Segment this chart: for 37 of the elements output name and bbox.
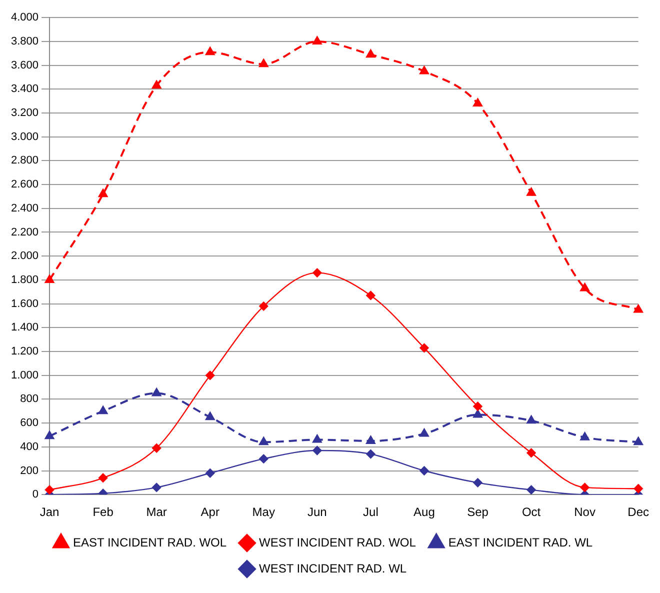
legend-label: WEST INCIDENT RAD. WL	[259, 561, 407, 576]
x-tick-label: Aug	[414, 505, 435, 520]
y-tick-label: 3.600	[10, 59, 39, 72]
legend-label: EAST INCIDENT RAD. WL	[448, 535, 593, 550]
x-tick-label: Jul	[363, 505, 378, 520]
y-tick-label: 400	[20, 440, 39, 453]
y-tick-label: 2.200	[10, 226, 39, 238]
y-tick-label: 3.400	[10, 83, 39, 96]
x-tick-label: Feb	[92, 505, 114, 520]
x-tick-label: Apr	[200, 505, 220, 520]
y-tick-label: 600	[20, 417, 39, 430]
y-tick-label: 3.000	[10, 130, 39, 143]
y-tick-label: 2.000	[10, 250, 39, 262]
legend-label: EAST INCIDENT RAD. WOL	[72, 535, 227, 550]
x-tick-label: Mar	[146, 505, 167, 520]
y-tick-label: 4.000	[10, 12, 39, 24]
y-tick-label: 1.000	[10, 369, 39, 382]
x-tick-label: Jun	[307, 505, 327, 520]
y-tick-label: 800	[20, 393, 39, 406]
x-tick-label: Nov	[574, 505, 596, 520]
x-tick-label: May	[252, 505, 275, 520]
y-tick-label: 200	[20, 464, 39, 477]
legend-label: WEST INCIDENT RAD. WOL	[259, 535, 416, 550]
y-tick-label: 2.800	[10, 154, 39, 167]
y-tick-label: 1.800	[10, 274, 39, 286]
y-tick-label: 0	[32, 488, 39, 501]
y-tick-label: 2.400	[10, 202, 39, 214]
y-tick-label: 2.600	[10, 178, 39, 191]
y-tick-label: 1.400	[10, 322, 39, 334]
x-tick-label: Sep	[467, 505, 489, 520]
x-tick-label: Oct	[522, 505, 542, 520]
y-tick-label: 3.800	[10, 35, 39, 48]
x-tick-label: Jan	[40, 505, 60, 520]
y-tick-label: 1.600	[10, 298, 39, 310]
y-tick-label: 3.200	[10, 107, 39, 120]
y-tick-label: 1.200	[10, 346, 39, 358]
x-tick-label: Dec	[628, 505, 649, 520]
